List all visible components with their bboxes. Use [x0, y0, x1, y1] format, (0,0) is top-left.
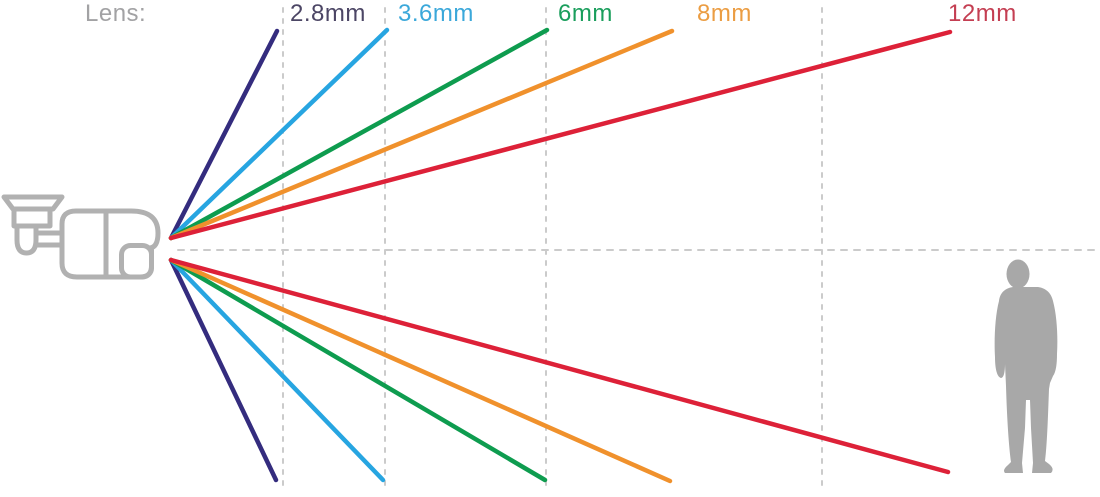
- lens-label-12mm: 12mm: [948, 0, 1017, 27]
- fov-line-top-12mm: [168, 29, 953, 241]
- distance-gridlines: [177, 7, 1100, 493]
- camera-arm-icon: [33, 230, 65, 248]
- fov-line-bottom-6mm: [168, 257, 548, 483]
- fov-line-bottom-8mm: [168, 257, 673, 484]
- lens-label-8mm: 8mm: [697, 0, 752, 27]
- fov-lines: [168, 27, 953, 484]
- person-body-icon: [994, 287, 1058, 473]
- camera-lens-front-icon: [119, 243, 154, 280]
- fov-line-bottom-12mm: [168, 257, 951, 475]
- lens-label-6mm: 6mm: [558, 0, 613, 27]
- lens-label-3-6mm: 3.6mm: [398, 0, 474, 27]
- fov-line-top-8mm: [168, 28, 675, 241]
- legend-title: Lens:: [85, 0, 147, 27]
- camera-mount-joint-icon: [14, 223, 39, 256]
- camera-mount-block-icon: [11, 206, 53, 229]
- lens-label-2-8mm: 2.8mm: [290, 0, 366, 27]
- security-camera-icon: [1, 194, 161, 280]
- person-head-icon: [1006, 259, 1030, 289]
- camera-mount-plate-icon: [1, 194, 65, 212]
- fov-line-top-3.6mm: [168, 27, 390, 241]
- person-silhouette: [994, 259, 1058, 473]
- fov-line-top-2.8mm: [168, 28, 280, 241]
- fov-line-top-6mm: [168, 27, 550, 241]
- fov-line-bottom-3.6mm: [168, 257, 386, 483]
- fov-line-bottom-2.8mm: [168, 257, 279, 483]
